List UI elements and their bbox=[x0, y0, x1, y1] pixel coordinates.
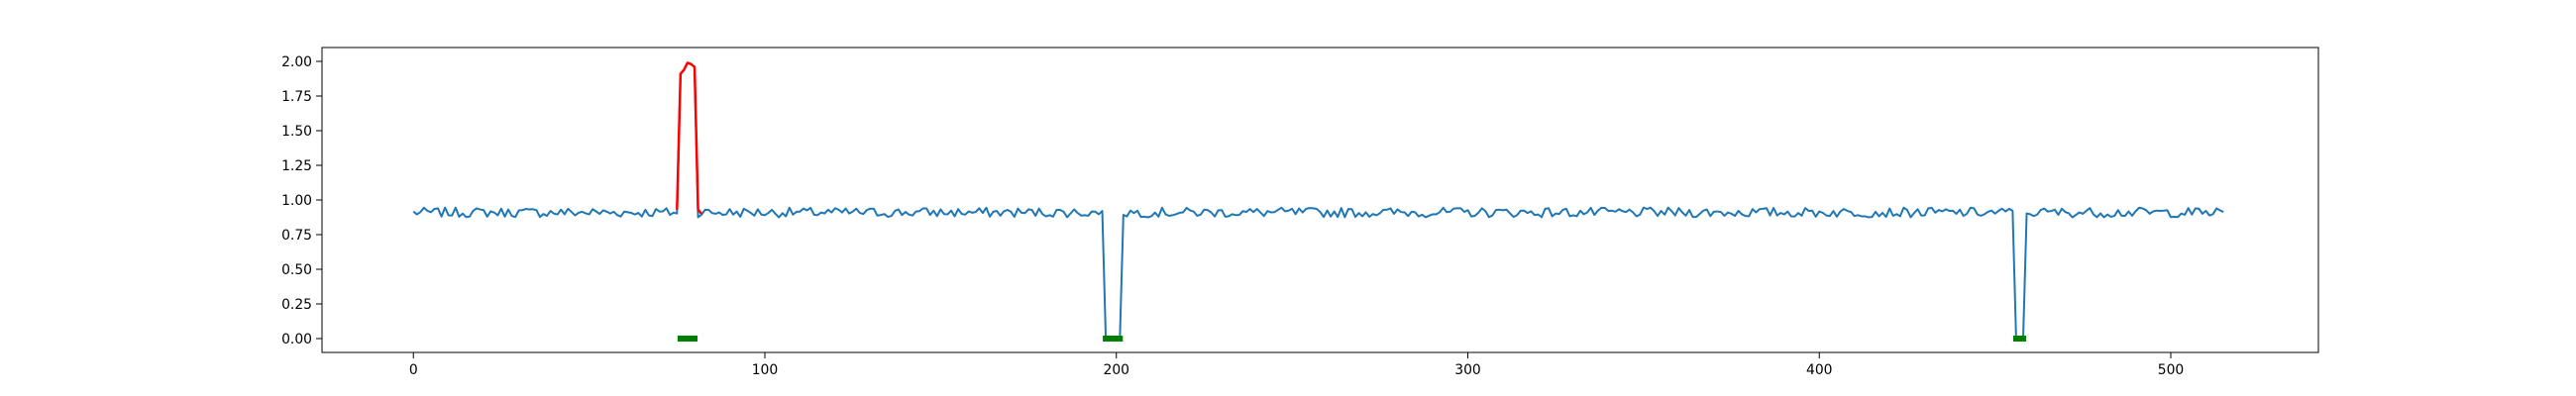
y-tick-label: 1.00 bbox=[281, 193, 312, 209]
x-tick-label: 100 bbox=[752, 362, 779, 378]
y-tick-label: 0.00 bbox=[281, 332, 312, 347]
flag-marker bbox=[2020, 336, 2027, 342]
y-tick-label: 1.25 bbox=[281, 158, 312, 174]
flag-marker bbox=[684, 336, 691, 342]
anomaly-highlight-line bbox=[676, 61, 703, 215]
flag-marker bbox=[1117, 336, 1124, 342]
y-tick-label: 2.00 bbox=[281, 54, 312, 70]
x-tick-label: 400 bbox=[1806, 362, 1833, 378]
signal-line bbox=[412, 61, 2224, 340]
x-tick-label: 200 bbox=[1103, 362, 1129, 378]
flag-marker bbox=[688, 336, 695, 342]
plot-area bbox=[412, 61, 2224, 342]
flag-marker bbox=[1110, 336, 1117, 342]
x-tick-label: 300 bbox=[1454, 362, 1481, 378]
x-axis: 0 100 200 300 400 500 bbox=[409, 352, 2184, 378]
flag-marker bbox=[677, 336, 684, 342]
flag-marker bbox=[1106, 336, 1113, 342]
flag-marker bbox=[1113, 336, 1120, 342]
flag-marker bbox=[2016, 336, 2023, 342]
y-tick-label: 0.25 bbox=[281, 297, 312, 313]
y-tick-label: 1.50 bbox=[281, 124, 312, 140]
flag-marker bbox=[1103, 336, 1110, 342]
flag-marker bbox=[692, 336, 698, 342]
y-tick-label: 0.50 bbox=[281, 262, 312, 278]
y-tick-label: 1.75 bbox=[281, 89, 312, 105]
y-tick-label: 0.75 bbox=[281, 228, 312, 244]
x-tick-label: 500 bbox=[2158, 362, 2185, 378]
x-tick-label: 0 bbox=[409, 362, 418, 378]
y-axis: 0.00 0.25 0.50 0.75 1.00 1.25 1.50 1.75 2.00 bbox=[281, 54, 322, 347]
flag-marker bbox=[2012, 336, 2019, 342]
flag-marker bbox=[681, 336, 688, 342]
